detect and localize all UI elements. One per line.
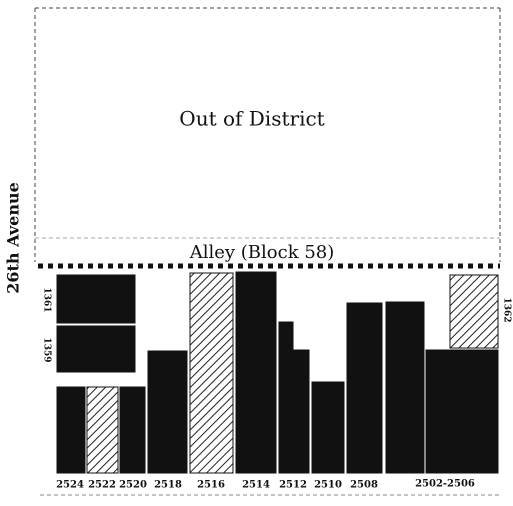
- building: [425, 349, 499, 474]
- building: [119, 386, 146, 474]
- buildings: [56, 271, 499, 474]
- building: [56, 386, 86, 474]
- side-label: 1361: [42, 287, 52, 312]
- lot-label: 2514: [242, 480, 270, 491]
- lot-label: 2510: [314, 480, 342, 491]
- building: [346, 302, 383, 474]
- lot-label: 2522: [88, 480, 116, 491]
- boundary: [34, 7, 501, 496]
- lot-label: 2502-2506: [415, 479, 475, 490]
- out-of-district-label: Out of District: [179, 107, 324, 131]
- lot-label: 2512: [279, 480, 307, 491]
- building: [292, 349, 310, 474]
- side-label: 1359: [42, 337, 52, 362]
- building: [311, 381, 345, 474]
- lot-label: 2508: [350, 480, 378, 491]
- building: [385, 301, 425, 474]
- lot-label: 2516: [197, 480, 225, 491]
- building: [56, 274, 136, 324]
- building: [235, 271, 277, 474]
- building: [56, 325, 136, 373]
- building: [147, 350, 188, 474]
- lot-label: 2524: [56, 480, 84, 491]
- building: [189, 272, 234, 474]
- building: [278, 321, 294, 474]
- side-label: 1362: [502, 297, 512, 322]
- building: [86, 386, 119, 474]
- lot-label: 2518: [154, 480, 182, 491]
- street-label: 26th Avenue: [4, 182, 23, 294]
- lot-label: 2520: [119, 480, 147, 491]
- building: [449, 274, 499, 349]
- alley-label: Alley (Block 58): [189, 242, 335, 263]
